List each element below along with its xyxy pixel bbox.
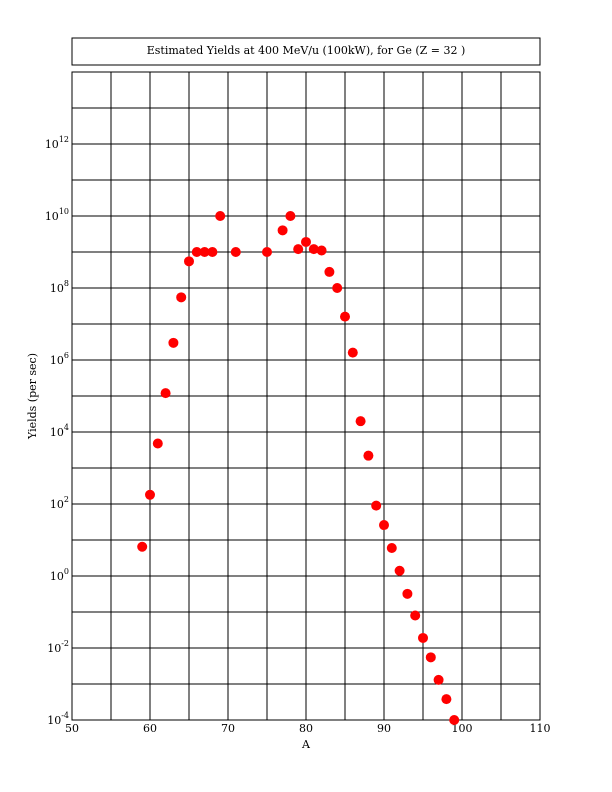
y-tick-label: 106 <box>50 351 69 367</box>
data-point <box>301 236 311 247</box>
data-point <box>308 244 319 255</box>
y-tick-label: 10-2 <box>47 639 69 655</box>
y-tick-label: 1010 <box>45 207 69 223</box>
data-point <box>137 541 148 552</box>
x-tick-label: 90 <box>377 722 391 735</box>
data-point <box>441 694 452 705</box>
data-point <box>324 266 335 277</box>
y-tick-label: 10-4 <box>47 711 69 727</box>
data-point <box>355 416 366 427</box>
data-point <box>152 438 163 449</box>
data-point <box>363 450 374 461</box>
y-tick-label: 102 <box>50 495 69 511</box>
data-point <box>433 674 444 685</box>
data-point <box>176 292 187 303</box>
data-point <box>184 256 194 267</box>
data-point <box>394 565 405 576</box>
y-tick-label: 100 <box>50 567 69 583</box>
x-tick-label: 110 <box>530 722 551 735</box>
data-points <box>137 211 460 725</box>
data-point <box>379 520 389 531</box>
data-point <box>371 500 382 511</box>
y-tick-label: 104 <box>50 423 69 439</box>
data-point <box>285 211 296 221</box>
data-point <box>418 632 428 643</box>
data-point <box>332 283 343 293</box>
chart-title: Estimated Yields at 400 MeV/u (100kW), f… <box>147 44 466 57</box>
x-tick-labels: 50 60 70 80 90 100 110 <box>65 722 551 735</box>
data-point <box>199 247 210 257</box>
data-point <box>425 652 436 663</box>
data-point <box>215 211 226 221</box>
data-point <box>168 337 179 348</box>
data-point <box>410 610 421 621</box>
data-point <box>277 225 288 236</box>
x-tick-label: 50 <box>65 722 79 735</box>
title-box <box>71 37 541 66</box>
y-tick-labels: 10-4 10-2 100 102 104 106 108 1010 1012 <box>45 135 69 727</box>
data-point <box>386 542 397 553</box>
x-tick-label: 80 <box>299 722 313 735</box>
data-point <box>145 489 155 500</box>
data-point <box>340 311 350 322</box>
x-axis-label: A <box>301 738 311 751</box>
y-tick-label: 1012 <box>45 135 69 151</box>
data-point <box>230 247 241 257</box>
data-point <box>207 247 218 257</box>
data-point <box>347 347 358 358</box>
x-tick-label: 60 <box>143 722 157 735</box>
data-point <box>191 247 202 257</box>
y-axis-label: Yields (per sec) <box>26 353 39 440</box>
data-point <box>262 247 272 257</box>
data-point <box>402 588 413 599</box>
data-point <box>316 245 327 256</box>
x-tick-label: 100 <box>452 722 473 735</box>
x-tick-label: 70 <box>221 722 235 735</box>
data-point <box>449 715 460 725</box>
y-tick-label: 108 <box>50 279 69 295</box>
data-point <box>293 244 304 255</box>
horizontal-gridlines <box>72 107 540 685</box>
data-point <box>160 388 171 399</box>
